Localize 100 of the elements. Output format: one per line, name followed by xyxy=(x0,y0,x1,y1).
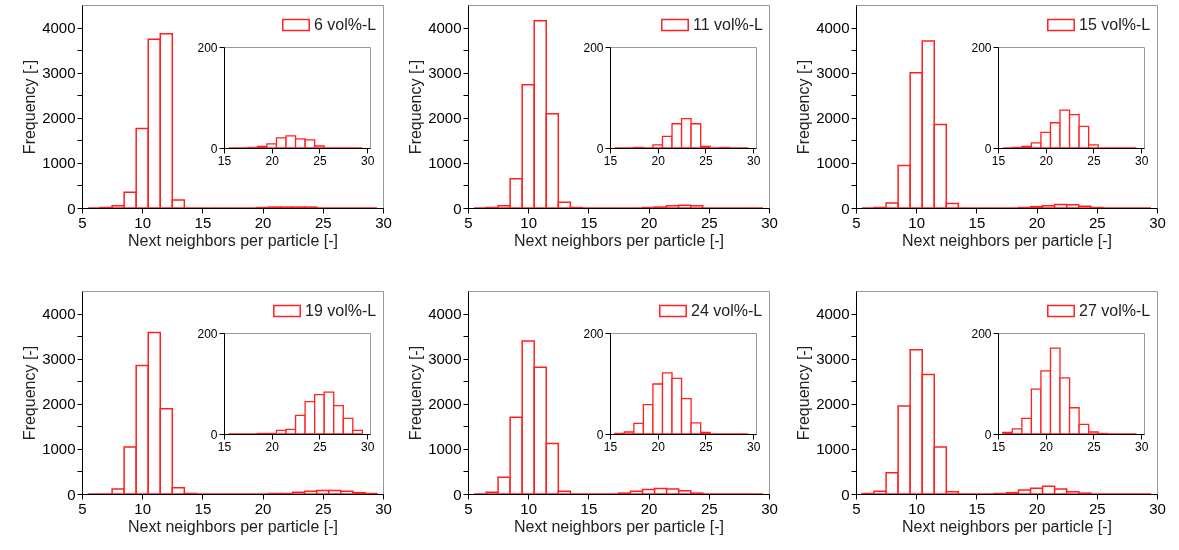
x-tick-label: 20 xyxy=(651,153,666,168)
x-tick-label: 20 xyxy=(640,213,658,231)
y-axis-title: Frequency [-] xyxy=(21,59,39,155)
y-tick-label: 4000 xyxy=(42,305,76,323)
x-tick-label: 20 xyxy=(1039,153,1054,168)
x-tick-label: 10 xyxy=(520,499,538,517)
y-tick-label: 0 xyxy=(210,141,218,156)
y-tick-label: 1000 xyxy=(428,154,462,172)
x-tick-label: 15 xyxy=(217,439,232,454)
legend-label: 24 vol%-L xyxy=(691,302,763,319)
x-tick-label: 15 xyxy=(580,213,598,231)
y-tick-label: 4000 xyxy=(428,19,462,37)
y-tick-label: 3000 xyxy=(428,350,462,368)
y-axis-title: Frequency [-] xyxy=(21,345,39,441)
y-tick-label: 4000 xyxy=(816,19,850,37)
y-tick-label: 0 xyxy=(841,485,850,503)
y-tick-label: 1000 xyxy=(816,154,850,172)
y-tick-label: 0 xyxy=(984,427,992,442)
y-tick-label: 0 xyxy=(453,199,462,217)
y-tick-label: 2000 xyxy=(428,109,462,127)
y-tick-label: 200 xyxy=(583,326,604,341)
x-tick-label: 5 xyxy=(852,499,861,517)
x-axis-title: Next neighbors per particle [-] xyxy=(128,517,338,535)
x-tick-label: 15 xyxy=(580,499,598,517)
x-tick-label: 25 xyxy=(313,153,327,168)
x-tick-label: 30 xyxy=(375,499,392,517)
x-tick-label: 30 xyxy=(1134,153,1149,168)
y-tick-label: 3000 xyxy=(42,64,76,82)
y-axis-title: Frequency [-] xyxy=(407,59,425,155)
y-tick-label: 3000 xyxy=(428,64,462,82)
x-tick-label: 30 xyxy=(746,439,761,454)
x-tick-label: 25 xyxy=(314,213,332,231)
x-tick-label: 10 xyxy=(908,213,926,231)
y-tick-label: 200 xyxy=(971,40,992,55)
x-tick-label: 5 xyxy=(464,213,473,231)
x-tick-label: 25 xyxy=(700,213,718,231)
y-tick-label: 200 xyxy=(971,326,992,341)
x-axis-title: Next neighbors per particle [-] xyxy=(514,231,724,249)
x-tick-label: 5 xyxy=(78,213,87,231)
legend-label: 6 vol%-L xyxy=(314,16,377,33)
x-tick-label: 30 xyxy=(1149,213,1166,231)
y-tick-label: 0 xyxy=(596,141,604,156)
x-tick-label: 20 xyxy=(254,213,272,231)
x-tick-label: 15 xyxy=(603,439,618,454)
x-tick-label: 15 xyxy=(991,439,1006,454)
x-axis-title: Next neighbors per particle [-] xyxy=(514,517,724,535)
x-tick-label: 10 xyxy=(908,499,926,517)
x-tick-label: 30 xyxy=(360,439,375,454)
y-tick-label: 4000 xyxy=(816,305,850,323)
x-tick-label: 15 xyxy=(968,213,986,231)
x-tick-label: 20 xyxy=(651,439,666,454)
y-tick-label: 4000 xyxy=(428,305,462,323)
x-tick-label: 15 xyxy=(603,153,618,168)
x-tick-label: 20 xyxy=(1039,439,1054,454)
x-tick-label: 5 xyxy=(78,499,87,517)
x-tick-label: 25 xyxy=(1088,499,1106,517)
y-tick-label: 1000 xyxy=(42,154,76,172)
y-tick-label: 0 xyxy=(984,141,992,156)
x-tick-label: 30 xyxy=(375,213,392,231)
legend-label: 19 vol%-L xyxy=(305,302,377,319)
x-tick-label: 20 xyxy=(254,499,272,517)
x-axis-title: Next neighbors per particle [-] xyxy=(128,231,338,249)
x-tick-label: 30 xyxy=(360,153,375,168)
y-tick-label: 200 xyxy=(197,326,218,341)
x-tick-label: 30 xyxy=(761,213,778,231)
x-tick-label: 20 xyxy=(640,499,658,517)
x-tick-label: 15 xyxy=(194,499,212,517)
x-tick-label: 20 xyxy=(1028,213,1046,231)
x-tick-label: 25 xyxy=(1087,153,1101,168)
x-axis-title: Next neighbors per particle [-] xyxy=(902,517,1112,535)
x-tick-label: 5 xyxy=(852,213,861,231)
y-tick-label: 200 xyxy=(583,40,604,55)
x-axis-title: Next neighbors per particle [-] xyxy=(902,231,1112,249)
x-tick-label: 15 xyxy=(968,499,986,517)
y-tick-label: 0 xyxy=(210,427,218,442)
x-tick-label: 25 xyxy=(1088,213,1106,231)
x-tick-label: 30 xyxy=(1149,499,1166,517)
legend-label: 15 vol%-L xyxy=(1079,16,1151,33)
x-tick-label: 25 xyxy=(314,499,332,517)
x-tick-label: 20 xyxy=(1028,499,1046,517)
y-axis-title: Frequency [-] xyxy=(795,59,813,155)
x-tick-label: 15 xyxy=(217,153,232,168)
x-tick-label: 25 xyxy=(1087,439,1101,454)
x-tick-label: 20 xyxy=(265,153,280,168)
y-tick-label: 2000 xyxy=(42,395,76,413)
x-tick-label: 10 xyxy=(134,499,152,517)
legend-label: 11 vol%-L xyxy=(693,16,764,33)
x-tick-label: 15 xyxy=(991,153,1006,168)
x-tick-label: 25 xyxy=(313,439,327,454)
x-tick-label: 25 xyxy=(699,439,713,454)
y-tick-label: 0 xyxy=(841,199,850,217)
x-tick-label: 10 xyxy=(520,213,538,231)
x-tick-label: 25 xyxy=(699,153,713,168)
y-tick-label: 1000 xyxy=(816,440,850,458)
y-tick-label: 0 xyxy=(67,485,76,503)
x-tick-label: 25 xyxy=(700,499,718,517)
y-tick-label: 3000 xyxy=(816,64,850,82)
legend-label: 27 vol%-L xyxy=(1079,302,1151,319)
y-tick-label: 2000 xyxy=(428,395,462,413)
y-tick-label: 2000 xyxy=(816,109,850,127)
